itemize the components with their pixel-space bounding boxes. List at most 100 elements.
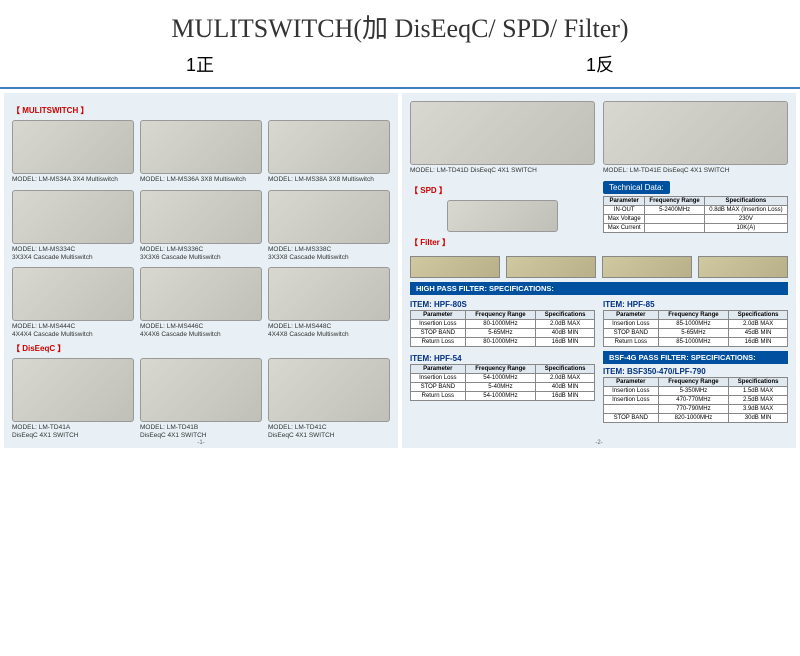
table-cell: 40dB MIN: [536, 328, 595, 337]
table-header: Parameter: [604, 377, 659, 386]
item-hpf85: ITEM: HPF-85: [603, 300, 788, 309]
product-image: [12, 190, 134, 244]
tech-data-header: Technical Data:: [603, 181, 670, 194]
top-product-grid: MODEL: LM-TD41D DisEeqC 4X1 SWITCH MODEL:…: [410, 101, 788, 175]
product-item: MODEL: LM-TD41CDisEeqC 4X1 SWITCH: [268, 358, 390, 440]
page-number: -2-: [595, 440, 602, 446]
section-filter: Filter: [410, 237, 450, 248]
table-row: Return Loss80-1000MHz16dB MIN: [411, 337, 595, 346]
table-cell: 85-1000MHz: [658, 337, 729, 346]
product-label: MODEL: LM-TD41D DisEeqC 4X1 SWITCH: [410, 167, 595, 175]
section-diseqc: DisEeqC: [12, 343, 65, 354]
label-left: 1正: [186, 51, 214, 77]
product-item: MODEL: LM-TD41BDisEeqC 4X1 SWITCH: [140, 358, 262, 440]
product-item: MODEL: LM-MS36A 3X8 Multiswitch: [140, 120, 262, 184]
pages-container: MULITSWITCH MODEL: LM-MS34A 3X4 Multiswi…: [0, 89, 800, 452]
table-cell: [604, 404, 659, 413]
table-cell: Return Loss: [411, 391, 466, 400]
table-cell: 5-2400MHz: [645, 205, 704, 214]
table-cell: 1.5dB MAX: [729, 386, 788, 395]
product-label: MODEL: LM-MS446C4X4X6 Cascade Multiswitc…: [140, 323, 262, 339]
product-image: [268, 358, 390, 422]
table-header: Parameter: [604, 310, 659, 319]
product-item: MODEL: LM-MS38A 3X8 Multiswitch: [268, 120, 390, 184]
table-row: Insertion Loss54-1000MHz2.0dB MAX: [411, 373, 595, 382]
filter-img: [602, 256, 692, 278]
product-image: [12, 358, 134, 422]
spd-image: [447, 200, 558, 232]
table-cell: STOP BAND: [411, 382, 466, 391]
section-spd: SPD: [410, 185, 447, 196]
filter-img: [506, 256, 596, 278]
table-cell: Max Voltage: [604, 214, 645, 223]
table-cell: Insertion Loss: [411, 373, 466, 382]
item-bsf: ITEM: BSF350-470/LPF-790: [603, 367, 788, 376]
product-label: MODEL: LM-MS338C3X3X8 Cascade Multiswitc…: [268, 246, 390, 262]
table-header: Specifications: [536, 310, 595, 319]
product-item: MODEL: LM-MS336C3X3X6 Cascade Multiswitc…: [140, 190, 262, 262]
product-image: [12, 267, 134, 321]
table-cell: 470-770MHz: [658, 395, 729, 404]
filter-img: [410, 256, 500, 278]
table-row: Max Current10K(A): [604, 223, 788, 232]
table-cell: Return Loss: [411, 337, 466, 346]
product-item: MODEL: LM-TD41ADisEeqC 4X1 SWITCH: [12, 358, 134, 440]
table-row: STOP BAND5-65MHz40dB MIN: [411, 328, 595, 337]
table-cell: STOP BAND: [411, 328, 466, 337]
table-row: Insertion Loss470-770MHz2.5dB MAX: [604, 395, 788, 404]
table-row: STOP BAND5-65MHz45dB MIN: [604, 328, 788, 337]
table-cell: 85-1000MHz: [658, 319, 729, 328]
label-right: 1反: [586, 51, 614, 77]
main-title: MULITSWITCH(加 DisEeqC/ SPD/ Filter): [0, 8, 800, 45]
table-cell: Insertion Loss: [411, 319, 466, 328]
product-label: MODEL: LM-MS444C4X4X4 Cascade Multiswitc…: [12, 323, 134, 339]
diseqc-grid: MODEL: LM-TD41ADisEeqC 4X1 SWITCHMODEL: …: [12, 358, 390, 440]
table-header: Specifications: [729, 377, 788, 386]
table-header: Parameter: [604, 196, 645, 205]
table-cell: 770-790MHz: [658, 404, 729, 413]
table-cell: 3.9dB MAX: [729, 404, 788, 413]
hpf80s-table: ParameterFrequency RangeSpecificationsIn…: [410, 310, 595, 347]
table-cell: 16dB MIN: [729, 337, 788, 346]
product-item: MODEL: LM-MS448C4X4X8 Cascade Multiswitc…: [268, 267, 390, 339]
product-image: [140, 120, 262, 174]
table-cell: 0.8dB MAX (Insertion Loss): [704, 205, 787, 214]
page-left: MULITSWITCH MODEL: LM-MS34A 3X4 Multiswi…: [4, 93, 398, 448]
product-label: MODEL: LM-MS334C3X3X4 Cascade Multiswitc…: [12, 246, 134, 262]
table-cell: 16dB MIN: [536, 391, 595, 400]
table-cell: 5-65MHz: [658, 328, 729, 337]
table-cell: 230V: [704, 214, 787, 223]
table-cell: Insertion Loss: [604, 395, 659, 404]
product-image: [268, 120, 390, 174]
table-cell: 30dB MIN: [729, 413, 788, 422]
table-cell: Insertion Loss: [604, 386, 659, 395]
bsf-table: ParameterFrequency RangeSpecificationsIn…: [603, 377, 788, 423]
table-row: Return Loss85-1000MHz16dB MIN: [604, 337, 788, 346]
table-cell: 5-40MHz: [465, 382, 536, 391]
product-item: MODEL: LM-MS446C4X4X6 Cascade Multiswitc…: [140, 267, 262, 339]
table-cell: 54-1000MHz: [465, 391, 536, 400]
product-label: MODEL: LM-TD41E DisEeqC 4X1 SWITCH: [603, 167, 788, 175]
table-cell: 820-1000MHz: [658, 413, 729, 422]
product-item: MODEL: LM-MS334C3X3X4 Cascade Multiswitc…: [12, 190, 134, 262]
table-cell: 5-350MHz: [658, 386, 729, 395]
table-header: Frequency Range: [645, 196, 704, 205]
table-cell: 2.0dB MAX: [536, 319, 595, 328]
table-row: Insertion Loss80-1000MHz2.0dB MAX: [411, 319, 595, 328]
table-cell: STOP BAND: [604, 328, 659, 337]
product-image: [603, 101, 788, 165]
page-right: MODEL: LM-TD41D DisEeqC 4X1 SWITCH MODEL:…: [402, 93, 796, 448]
table-cell: STOP BAND: [604, 413, 659, 422]
table-header: Specifications: [729, 310, 788, 319]
product-image: [268, 190, 390, 244]
table-row: Return Loss54-1000MHz16dB MIN: [411, 391, 595, 400]
product-label: MODEL: LM-MS448C4X4X8 Cascade Multiswitc…: [268, 323, 390, 339]
table-row: 770-790MHz3.9dB MAX: [604, 404, 788, 413]
table-cell: Max Current: [604, 223, 645, 232]
table-cell: [645, 214, 704, 223]
table-cell: 16dB MIN: [536, 337, 595, 346]
product-image: [140, 267, 262, 321]
product-item: MODEL: LM-MS34A 3X4 Multiswitch: [12, 120, 134, 184]
table-cell: [645, 223, 704, 232]
table-row: Max Voltage 230V: [604, 214, 788, 223]
